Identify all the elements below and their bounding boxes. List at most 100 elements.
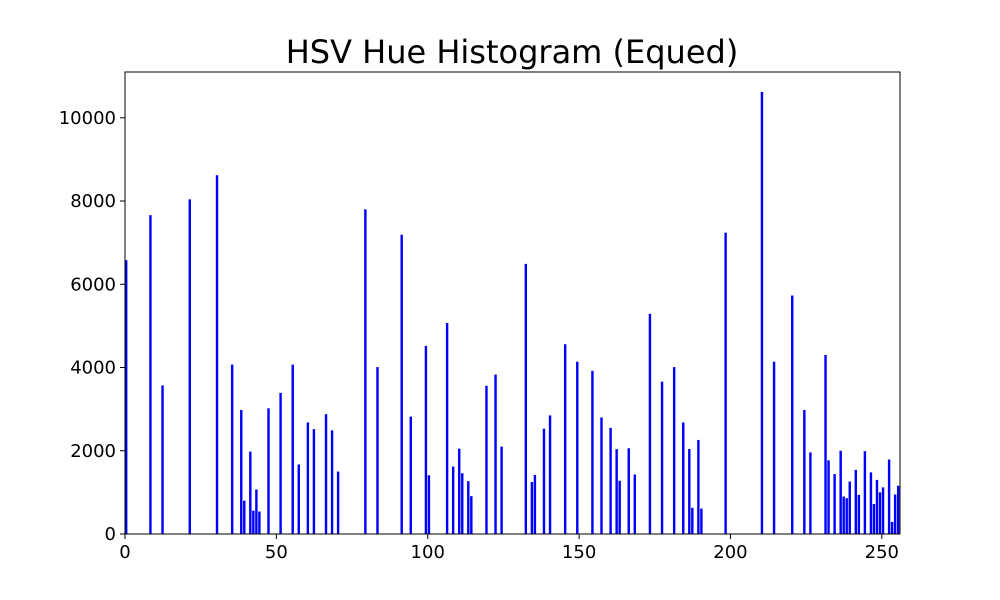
bar <box>824 355 827 534</box>
bar <box>672 367 676 534</box>
bar <box>842 496 845 534</box>
bar <box>267 408 270 534</box>
bar <box>149 215 152 534</box>
bar <box>336 471 340 534</box>
y-tick-label: 8000 <box>70 191 116 212</box>
bar <box>427 475 431 534</box>
bar <box>470 496 473 534</box>
bar <box>400 234 403 535</box>
bar <box>306 422 310 534</box>
bar <box>881 487 885 534</box>
bar <box>576 361 579 534</box>
bar <box>609 427 612 534</box>
bar <box>648 313 652 534</box>
bar <box>857 494 861 534</box>
bar <box>161 385 164 534</box>
y-tick-label: 10000 <box>59 108 116 129</box>
x-tick-label: 0 <box>119 542 130 563</box>
bar <box>215 175 219 534</box>
bar <box>500 446 503 534</box>
bar <box>330 430 334 534</box>
bar <box>682 422 685 534</box>
bar <box>854 469 858 534</box>
chart-title: HSV Hue Histogram (Equed) <box>286 33 739 71</box>
x-tick-label: 100 <box>411 542 445 563</box>
bar <box>633 474 637 534</box>
bar <box>875 479 879 534</box>
bar <box>791 295 794 534</box>
bar <box>893 494 897 534</box>
bar <box>530 481 534 534</box>
bar <box>563 344 567 534</box>
bar <box>724 232 727 534</box>
bar <box>691 507 694 534</box>
bar <box>803 409 806 534</box>
y-axis-ticks: 0 2000 4000 6000 8000 10000 <box>59 108 125 545</box>
bar <box>809 452 812 534</box>
bar <box>279 392 282 534</box>
bar <box>591 370 594 534</box>
bar <box>467 481 470 534</box>
y-tick-label: 0 <box>105 524 116 545</box>
bar <box>697 439 700 534</box>
bar <box>688 449 691 534</box>
bar <box>324 414 328 534</box>
bar <box>848 481 851 534</box>
bar <box>255 489 258 534</box>
bar <box>494 374 497 534</box>
bar <box>760 91 764 534</box>
x-tick-label: 200 <box>713 542 747 563</box>
bar <box>461 473 464 534</box>
bar <box>833 474 836 534</box>
bars-layer <box>125 91 900 535</box>
bar <box>188 199 191 535</box>
bar <box>297 464 300 534</box>
x-tick-label: 50 <box>265 542 288 563</box>
bar <box>312 429 316 534</box>
bar <box>827 460 830 534</box>
bar <box>445 322 449 534</box>
bar <box>618 480 621 534</box>
bar <box>485 385 488 534</box>
bar <box>258 511 261 534</box>
plot-frame <box>124 71 901 535</box>
bar <box>291 364 294 534</box>
bar <box>243 500 246 534</box>
bar <box>230 364 234 534</box>
bar <box>409 416 412 534</box>
bar <box>548 415 552 534</box>
x-axis-ticks: 0 50 100 150 200 250 <box>119 534 899 563</box>
bar <box>896 485 900 534</box>
bar <box>772 361 776 534</box>
x-tick-label: 250 <box>865 542 899 563</box>
bar <box>451 466 455 534</box>
bar <box>887 459 891 534</box>
bar <box>600 417 603 534</box>
bar <box>627 448 630 534</box>
bar <box>252 510 255 534</box>
bar <box>125 260 128 534</box>
bar <box>458 448 461 534</box>
bar <box>839 450 842 534</box>
bar <box>240 409 243 534</box>
y-tick-label: 4000 <box>70 358 116 379</box>
y-tick-label: 2000 <box>70 441 116 462</box>
bar <box>863 451 867 534</box>
bar <box>249 451 252 534</box>
y-tick-label: 6000 <box>70 274 116 295</box>
bar <box>845 498 848 534</box>
bar <box>533 474 537 534</box>
bar <box>700 508 703 534</box>
bar <box>364 209 367 534</box>
bar <box>542 428 546 534</box>
bar <box>615 449 618 534</box>
bar <box>524 263 528 534</box>
x-tick-label: 150 <box>562 542 596 563</box>
bar <box>376 367 379 534</box>
bar <box>890 521 894 534</box>
bar <box>660 381 664 534</box>
bar <box>424 345 428 534</box>
bar <box>878 492 882 534</box>
